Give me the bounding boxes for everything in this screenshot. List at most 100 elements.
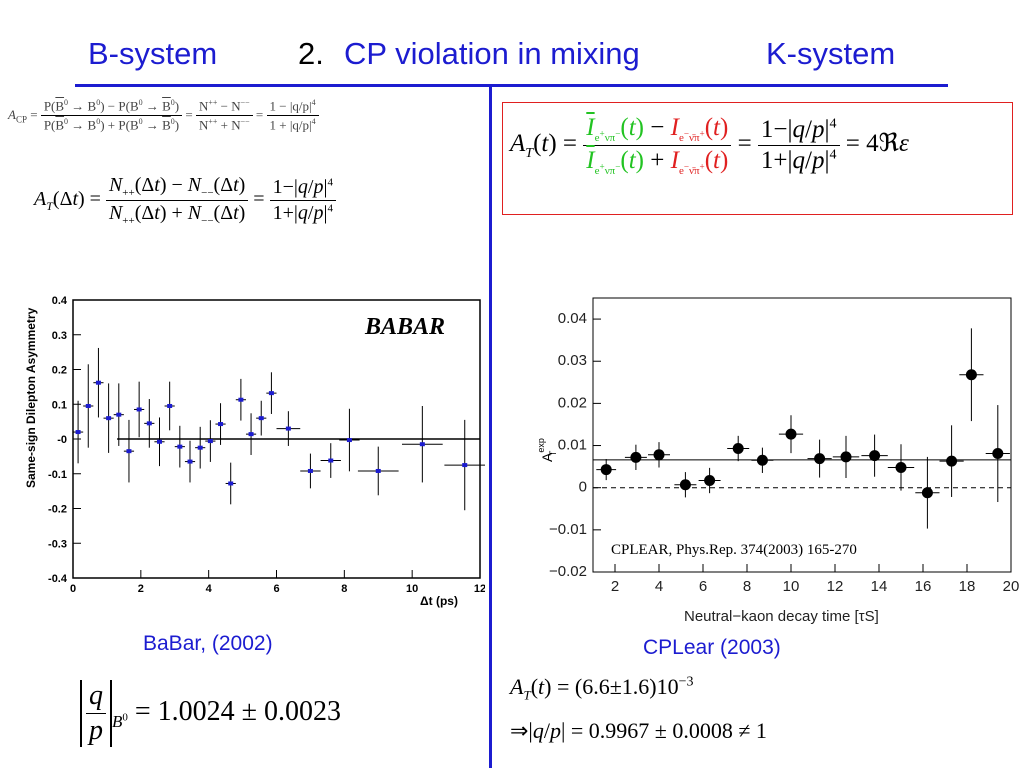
cplear-data-point	[679, 479, 691, 491]
cplear-x-tick-label: 2	[611, 578, 619, 595]
at-formula-b: AT(Δt) = N++(Δt) − N−−(Δt) N++(Δt) + N−−(…	[34, 174, 336, 227]
cplear-x-tick-label: 18	[959, 578, 976, 595]
babar-data-point	[268, 391, 274, 396]
babar-x-tick-label: 10	[406, 583, 418, 595]
cplear-data-point	[732, 442, 744, 454]
babar-data-point	[187, 459, 193, 464]
cplear-y-tick-label: −0.02	[549, 563, 587, 580]
cplear-data-point	[965, 369, 977, 381]
cplear-x-tick-label: 4	[655, 578, 663, 595]
babar-x-tick-label: 12	[474, 583, 485, 595]
babar-data-point	[228, 481, 234, 486]
babar-data-point	[116, 412, 122, 417]
cplear-y-tick-label: 0.04	[558, 310, 587, 327]
babar-x-axis-label: Δt (ps)	[420, 594, 458, 608]
babar-data-point	[177, 444, 183, 449]
cplear-qp-result: ⇒|q/p| = 0.9967 ± 0.0008 ≠ 1	[510, 718, 767, 743]
title-b-system: B-system	[88, 36, 218, 71]
title-section-number: 2.	[298, 36, 324, 71]
babar-y-tick-label: 0.1	[52, 399, 67, 411]
cplear-data-point	[704, 475, 716, 487]
babar-x-tick-label: 4	[206, 583, 213, 595]
babar-y-axis-label: Same-sign Dilepton Asymmetry	[24, 307, 38, 488]
cplear-reference: CPLEAR, Phys.Rep. 374(2003) 165-270	[611, 542, 857, 558]
kaon-asymmetry-formula: AT(t) = Ie+νπ−(t) − Ie−ν̄π+(t) Ie+νπ−(t)…	[510, 114, 909, 177]
babar-data-point	[462, 463, 468, 468]
cplear-data-point	[921, 487, 933, 499]
cplear-data-point	[840, 451, 852, 463]
column-divider	[489, 86, 492, 768]
cplear-asymmetry-chart: 2 4 6 8 10 12 14 16 18 20 −0.02 −0.01 0 0.01 0.02 0.03 0…	[536, 297, 1020, 625]
babar-data-point	[146, 421, 152, 426]
babar-data-point	[75, 430, 81, 435]
cplear-y-tick-label: 0	[579, 479, 587, 496]
cplear-x-tick-label: 8	[743, 578, 751, 595]
babar-y-tick-label: -0	[57, 434, 67, 446]
babar-logo: BABAR	[364, 314, 445, 340]
cplear-y-tick-label: 0.02	[558, 394, 587, 411]
babar-data-point	[126, 449, 132, 454]
cplear-x-tick-label: 10	[783, 578, 800, 595]
cplear-at-value: (6.6±1.6)10	[574, 674, 679, 699]
babar-y-tick-label: -0.3	[48, 538, 67, 550]
babar-data-point	[238, 397, 244, 402]
babar-y-tick-label: 0.4	[52, 295, 68, 307]
babar-data-point	[95, 380, 101, 385]
cplear-qp-value: = 0.9967 ± 0.0008 ≠ 1	[570, 718, 767, 743]
title-cp-violation: CP violation in mixing	[344, 36, 640, 71]
babar-data-point	[218, 422, 224, 427]
cplear-y-axis-label: AexpT	[536, 438, 558, 462]
babar-y-tick-label: -0.2	[48, 504, 67, 516]
cplear-data-point	[895, 461, 907, 473]
babar-caption: BaBar, (2002)	[143, 632, 273, 655]
cplear-y-tick-label: 0.03	[558, 352, 587, 369]
slide-title: B-system 2. CP violation in mixing K-sys…	[0, 36, 1024, 76]
babar-y-tick-label: -0.4	[48, 573, 68, 585]
babar-data-point	[197, 445, 203, 450]
babar-data-point	[106, 416, 112, 421]
cplear-data-point	[869, 450, 881, 462]
babar-x-tick-label: 8	[341, 583, 347, 595]
cplear-data-point	[630, 451, 642, 463]
cplear-y-tick-label: −0.01	[549, 521, 587, 538]
babar-data-point	[207, 439, 213, 444]
cplear-x-tick-label: 16	[915, 578, 932, 595]
babar-data-point	[167, 403, 173, 408]
babar-asymmetry-chart: 0 2 4 6 8 10 12-0.4-0.3-0.2-0.1-00.10.20.30.4 …	[24, 295, 485, 608]
kaon-asymmetry-formula-box	[502, 102, 1013, 215]
babar-data-point	[307, 468, 313, 473]
cplear-data-point	[600, 464, 612, 476]
babar-data-point	[285, 426, 291, 431]
cplear-data-point	[992, 448, 1004, 460]
cplear-y-tick-label: 0.01	[558, 437, 587, 454]
cplear-x-tick-label: 6	[699, 578, 707, 595]
cplear-plot-frame	[592, 297, 1012, 573]
cplear-data-point	[814, 453, 826, 465]
cplear-data-point	[946, 455, 958, 467]
babar-qp-value: = 1.0024 ± 0.0023	[134, 695, 342, 727]
babar-x-tick-label: 0	[70, 583, 76, 595]
babar-x-tick-label: 2	[138, 583, 144, 595]
cplear-data-point	[785, 428, 797, 440]
babar-y-tick-label: 0.2	[52, 365, 67, 377]
cplear-at-exponent: −3	[678, 674, 694, 690]
babar-data-point	[85, 403, 91, 408]
cplear-x-tick-label: 14	[871, 578, 888, 595]
babar-data-point	[258, 416, 264, 421]
babar-data-point	[156, 439, 162, 444]
cplear-caption: CPLear (2003)	[643, 636, 781, 659]
babar-data-point	[136, 407, 142, 412]
babar-data-point	[419, 442, 425, 447]
title-k-system: K-system	[766, 36, 896, 71]
babar-data-point	[375, 468, 381, 473]
babar-data-point	[346, 438, 352, 443]
cplear-x-tick-label: 12	[827, 578, 844, 595]
babar-y-tick-label: 0.3	[52, 330, 67, 342]
babar-data-point	[248, 432, 254, 437]
cplear-data-point	[653, 449, 665, 461]
acp-formula: ACP = P(B0 → B0) − P(B0 → B0) P(B0 → B0) …	[8, 98, 319, 134]
babar-y-tick-label: -0.1	[48, 469, 67, 481]
babar-x-tick-label: 6	[273, 583, 279, 595]
cplear-x-tick-label: 20	[1003, 578, 1020, 595]
